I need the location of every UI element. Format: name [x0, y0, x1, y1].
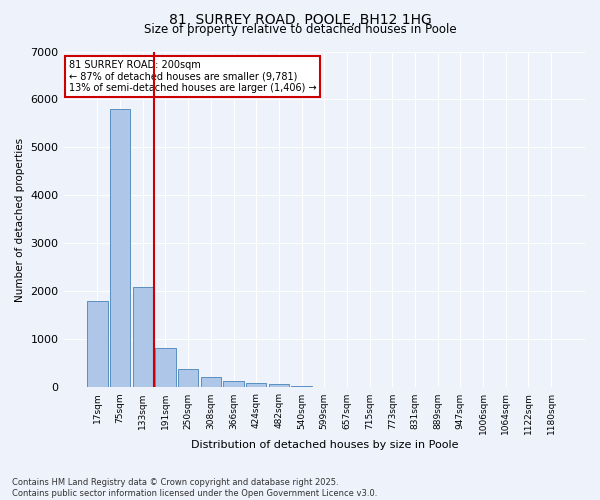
Y-axis label: Number of detached properties: Number of detached properties	[15, 138, 25, 302]
Bar	[178, 369, 199, 388]
Text: 81 SURREY ROAD: 200sqm
← 87% of detached houses are smaller (9,781)
13% of semi-: 81 SURREY ROAD: 200sqm ← 87% of detached…	[69, 60, 316, 93]
Text: Contains HM Land Registry data © Crown copyright and database right 2025.
Contai: Contains HM Land Registry data © Crown c…	[12, 478, 377, 498]
Bar	[87, 301, 107, 388]
Bar	[155, 348, 176, 388]
Text: 81, SURREY ROAD, POOLE, BH12 1HG: 81, SURREY ROAD, POOLE, BH12 1HG	[169, 12, 431, 26]
Bar	[223, 381, 244, 388]
Bar	[133, 286, 153, 388]
Bar	[200, 377, 221, 388]
Bar	[314, 386, 334, 388]
Bar	[269, 384, 289, 388]
X-axis label: Distribution of detached houses by size in Poole: Distribution of detached houses by size …	[191, 440, 458, 450]
Bar	[110, 109, 130, 388]
Bar	[292, 386, 312, 388]
Text: Size of property relative to detached houses in Poole: Size of property relative to detached ho…	[143, 22, 457, 36]
Bar	[246, 383, 266, 388]
